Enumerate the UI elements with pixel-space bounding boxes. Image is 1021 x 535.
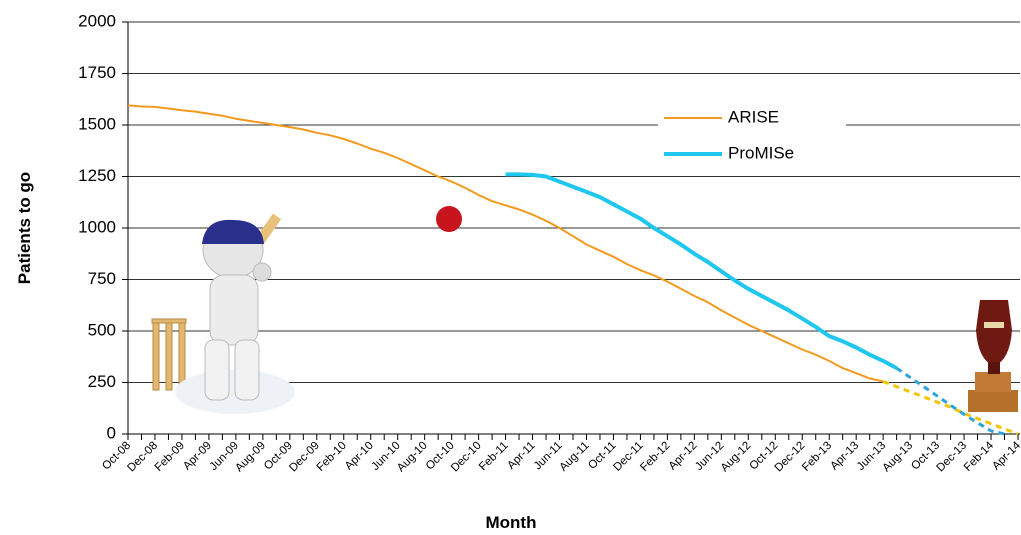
x-tick-label: Aug-10 [395,440,430,475]
x-tick-label: Dec-12 [773,440,808,475]
y-tick-label: 1500 [78,114,116,133]
y-tick-label: 500 [88,320,116,339]
y-tick-label: 0 [107,423,116,442]
x-tick-label: Apr-12 [667,440,700,473]
legend-label: ARISE [728,107,779,126]
x-tick-label: Apr-09 [181,440,214,473]
y-tick-label: 750 [88,269,116,288]
x-tick-label: Aug-12 [719,440,754,475]
x-tick-label: Aug-11 [557,440,591,474]
line-series [505,172,898,370]
legend-label: ProMISe [728,143,794,162]
x-tick-label: Feb-12 [638,440,672,474]
line-series [882,380,1019,436]
x-tick-label: Feb-14 [962,439,997,474]
x-tick-label: Dec-13 [934,440,969,475]
y-tick-label: 250 [88,372,116,391]
y-tick-label: 1750 [78,63,116,82]
trophy [968,300,1018,412]
x-tick-label: Apr-11 [505,440,537,472]
x-tick-label: Feb-10 [315,440,349,474]
y-axis-title: Patients to go [15,172,34,284]
x-tick-label: Apr-14 [990,439,1021,472]
y-tick-label: 2000 [78,11,116,30]
y-tick-label: 1000 [78,217,116,236]
x-tick-label: Apr-10 [343,440,376,473]
line-series [127,104,884,383]
x-tick-label: Feb-11 [477,440,511,474]
x-tick-label: Feb-13 [800,440,834,474]
x-tick-label: Dec-08 [125,440,160,475]
x-tick-label: Feb-09 [153,440,187,474]
stumps [151,318,187,391]
ball [436,206,462,232]
x-axis-title: Month [486,513,537,532]
x-tick-label: Dec-09 [287,440,322,475]
x-tick-label: Dec-10 [449,440,484,475]
x-tick-label: Aug-13 [881,440,916,475]
x-tick-label: Apr-13 [828,440,861,473]
x-tick-label: Aug-09 [233,440,268,475]
batsman [175,213,295,414]
y-tick-label: 1250 [78,166,116,185]
